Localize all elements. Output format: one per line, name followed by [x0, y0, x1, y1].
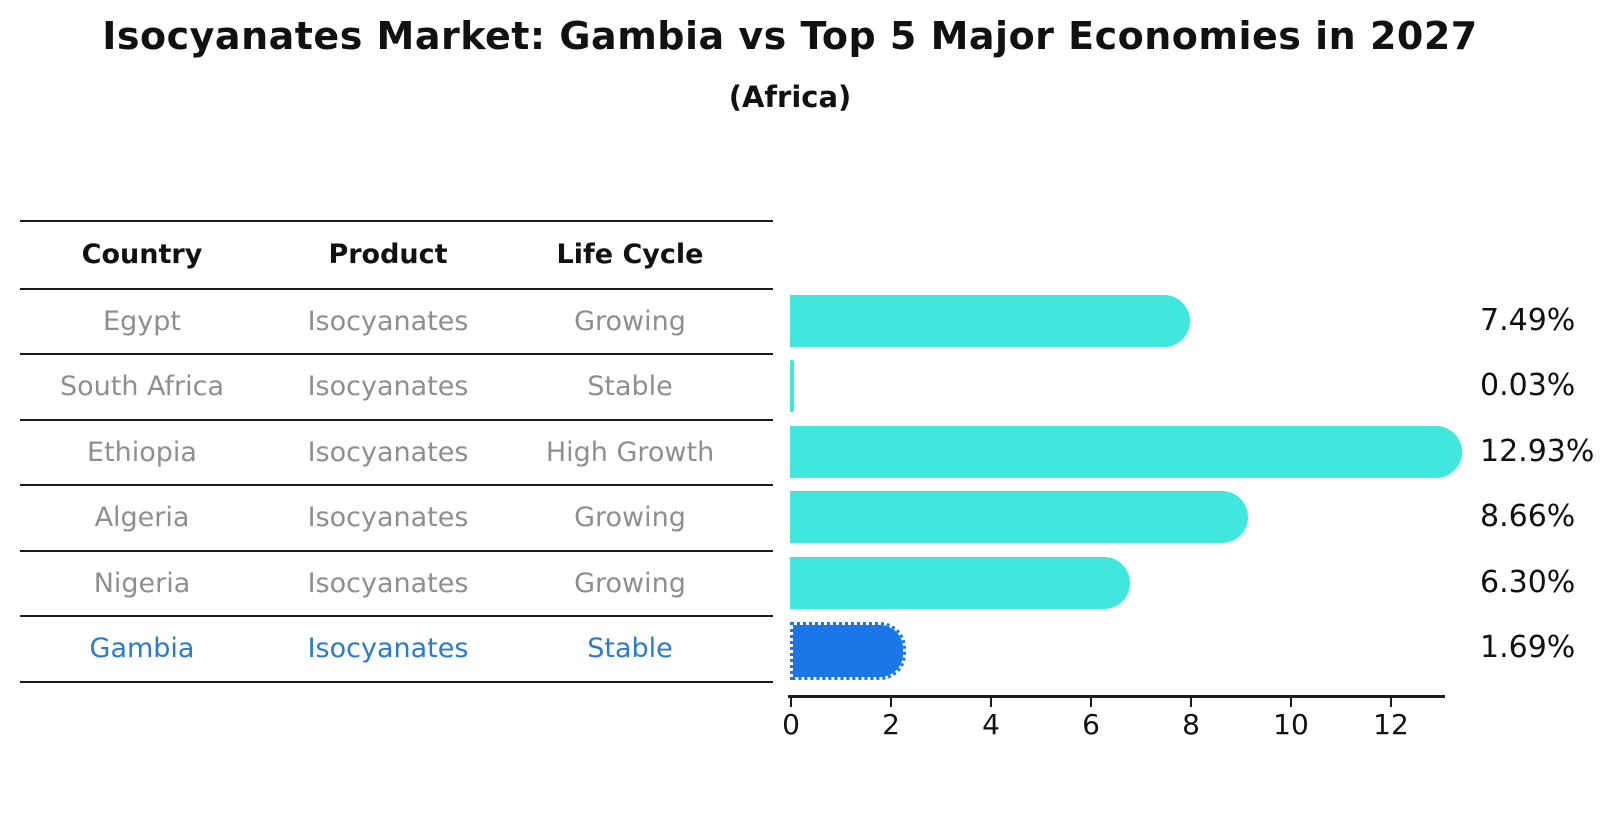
cell-product: Isocyanates — [307, 502, 469, 534]
table-body: Egypt Isocyanates Growing South Africa Isocy… — [20, 290, 773, 683]
table-row-algeria: Algeria Isocyanates Growing — [20, 486, 773, 552]
bar-ethiopia — [790, 425, 1462, 478]
x-tick-label-8: 8 — [1182, 708, 1200, 741]
value-label-south-africa: 0.03% — [1480, 368, 1576, 404]
bar-south-africa — [790, 360, 794, 413]
cell-product: Isocyanates — [307, 305, 469, 337]
table-row-egypt: Egypt Isocyanates Growing — [20, 290, 773, 355]
x-axis-line — [788, 695, 1445, 698]
x-tick-label-2: 2 — [882, 708, 900, 741]
bar-nigeria — [790, 556, 1130, 609]
cell-product: Isocyanates — [307, 567, 469, 599]
value-label-egypt: 7.49% — [1480, 302, 1576, 338]
column-header-product: Product — [328, 239, 448, 271]
table-row-gambia: Gambia Isocyanates Stable — [20, 617, 773, 683]
value-label-ethiopia: 12.93% — [1480, 433, 1595, 469]
cell-product: Isocyanates — [307, 633, 469, 665]
cell-product: Isocyanates — [307, 371, 469, 403]
cell-country: Egypt — [103, 305, 181, 337]
value-label-nigeria: 6.30% — [1480, 564, 1576, 600]
table-row-nigeria: Nigeria Isocyanates Growing — [20, 552, 773, 617]
cell-country: Nigeria — [93, 567, 191, 599]
x-tick-mark-10 — [1290, 697, 1292, 707]
cell-life-cycle: Stable — [587, 371, 673, 403]
cell-country: Algeria — [94, 502, 190, 534]
cell-country: Gambia — [89, 633, 195, 665]
chart-subtitle: (Africa) — [728, 80, 852, 114]
bar-algeria — [790, 491, 1248, 544]
column-header-country: Country — [81, 239, 203, 271]
cell-life-cycle: High Growth — [545, 436, 715, 468]
x-tick-mark-2 — [890, 697, 892, 707]
x-tick-mark-12 — [1390, 697, 1392, 707]
x-tick-mark-4 — [990, 697, 992, 707]
x-tick-label-6: 6 — [1082, 708, 1100, 741]
x-tick-label-12: 12 — [1373, 708, 1409, 741]
cell-product: Isocyanates — [307, 436, 469, 468]
x-tick-mark-6 — [1090, 697, 1092, 707]
x-tick-label-10: 10 — [1273, 708, 1309, 741]
table-row-ethiopia: Ethiopia Isocyanates High Growth — [20, 421, 773, 486]
bar-gambia — [790, 622, 906, 681]
cell-country: South Africa — [59, 371, 225, 403]
chart-title: Isocyanates Market: Gambia vs Top 5 Majo… — [102, 14, 1478, 58]
cell-life-cycle: Growing — [574, 502, 686, 534]
x-tick-label-0: 0 — [782, 708, 800, 741]
x-tick-mark-0 — [790, 697, 792, 707]
table-row-south-africa: South Africa Isocyanates Stable — [20, 355, 773, 421]
x-tick-label-4: 4 — [982, 708, 1000, 741]
cell-life-cycle: Growing — [574, 567, 686, 599]
table-header-row: Country Product Life Cycle — [20, 220, 773, 290]
country-table: Country Product Life Cycle Egypt Isocyana… — [20, 220, 773, 683]
column-header-life-cycle: Life Cycle — [556, 239, 704, 271]
cell-life-cycle: Stable — [587, 633, 673, 665]
cell-life-cycle: Growing — [574, 305, 686, 337]
bar-egypt — [790, 294, 1190, 347]
value-label-algeria: 8.66% — [1480, 499, 1576, 535]
value-label-gambia: 1.69% — [1480, 630, 1576, 666]
cell-country: Ethiopia — [87, 436, 197, 468]
x-tick-mark-8 — [1190, 697, 1192, 707]
